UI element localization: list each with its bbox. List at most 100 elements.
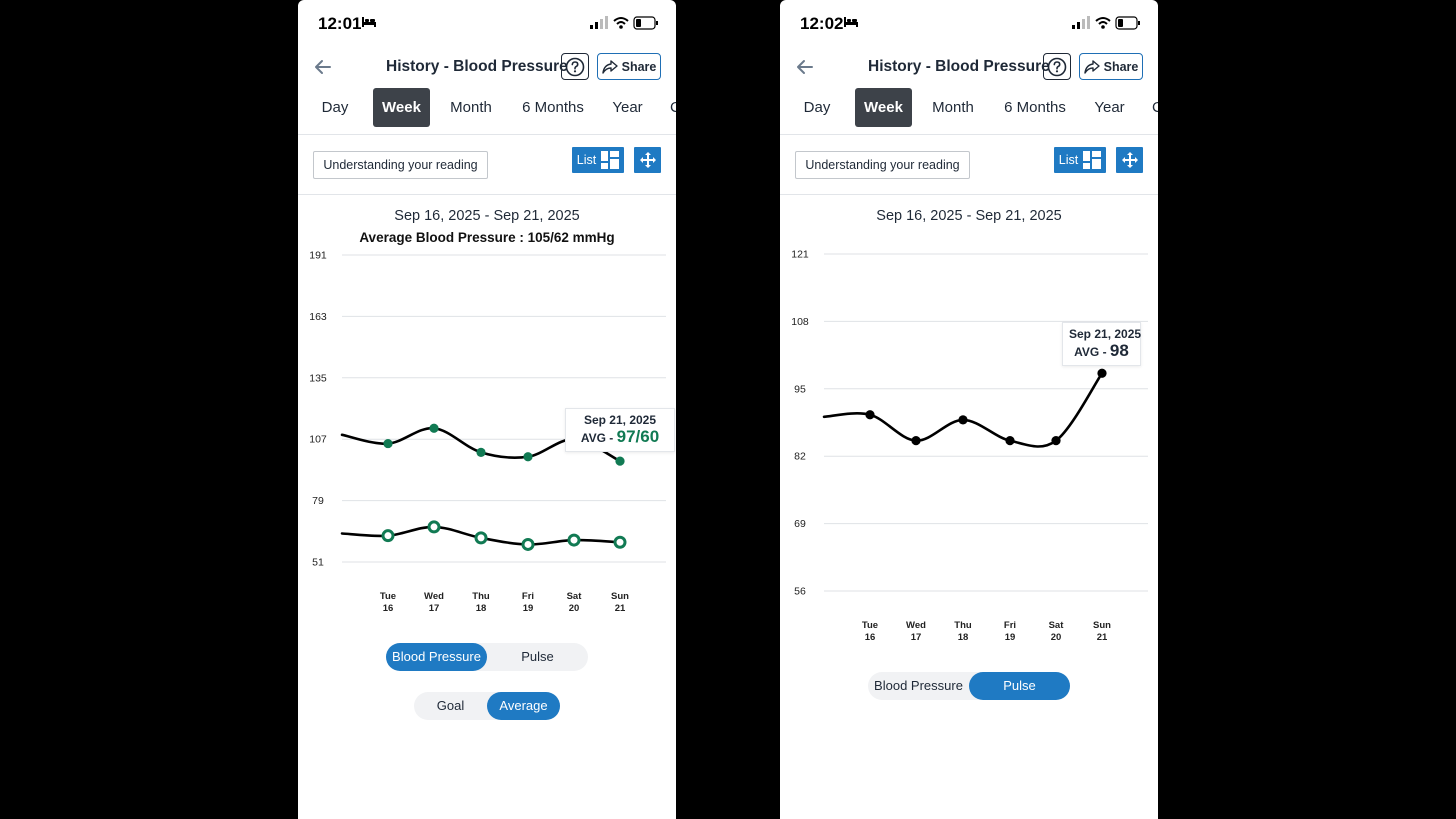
goal-toggle[interactable]: Goal: [436, 698, 465, 713]
expand-button[interactable]: [1116, 147, 1143, 173]
y-tick-label: 79: [312, 495, 324, 507]
share-button[interactable]: Share: [1079, 53, 1143, 80]
status-time: 12:01: [318, 14, 362, 33]
pulse-toggle[interactable]: Pulse: [969, 672, 1070, 700]
x-tick-label: 16: [383, 603, 394, 614]
mode-toggle: Goal Average: [414, 692, 560, 720]
tooltip-value: 98: [1109, 341, 1129, 360]
data-point: [523, 452, 533, 462]
blood-pressure-toggle[interactable]: Blood Pressure: [874, 678, 963, 693]
divider: [298, 134, 676, 135]
grid-icon: [1083, 151, 1102, 169]
tab-month[interactable]: Month: [932, 99, 974, 116]
y-tick-label: 107: [309, 434, 327, 446]
x-tick-label: Sun: [1093, 620, 1111, 631]
tab-6-months[interactable]: 6 Months: [1004, 99, 1066, 116]
page-title: History - Blood Pressure: [386, 58, 568, 75]
x-tick-label: 20: [1051, 632, 1062, 643]
chart-tooltip: Sep 21, 2025 AVG - 97/60: [565, 408, 675, 452]
tab-day[interactable]: Day: [803, 99, 831, 116]
x-tick-label: Sat: [567, 591, 583, 602]
x-tick-label: 17: [429, 603, 440, 614]
tooltip-date: Sep 21, 2025: [583, 413, 657, 427]
sleep-focus-icon: [362, 17, 376, 27]
phone-screen-pulse: 12:02 History - Blood Pressure Share Day…: [780, 0, 1158, 819]
tab-year[interactable]: Year: [1094, 99, 1125, 116]
help-button[interactable]: [1043, 53, 1071, 80]
pulse-toggle[interactable]: Pulse: [521, 649, 554, 664]
date-range: Sep 16, 2025 - Sep 21, 2025: [394, 208, 580, 224]
back-arrow-icon[interactable]: [794, 56, 816, 78]
sleep-focus-icon: [844, 17, 858, 27]
x-tick-label: Fri: [1004, 620, 1016, 631]
x-tick-label: Sun: [611, 591, 629, 602]
tab-week[interactable]: Week: [855, 88, 912, 127]
header: History - Blood Pressure Share: [298, 50, 676, 84]
metric-toggle: Blood Pressure Pulse: [386, 643, 588, 671]
tab-custom-partial[interactable]: C: [1152, 99, 1158, 116]
page-title: History - Blood Pressure: [868, 58, 1050, 75]
date-range: Sep 16, 2025 - Sep 21, 2025: [876, 208, 1062, 224]
y-tick-label: 108: [791, 316, 809, 328]
help-button[interactable]: [561, 53, 589, 80]
x-tick-label: 19: [1005, 632, 1016, 643]
x-tick-label: Thu: [954, 620, 972, 631]
battery-icon: [1115, 16, 1140, 30]
x-tick-label: Thu: [472, 591, 490, 602]
tooltip-date: Sep 21, 2025: [1069, 327, 1142, 341]
tab-day[interactable]: Day: [321, 99, 349, 116]
blood-pressure-chart: 1911631351077951Tue16Wed17Thu18Fri19Sat2…: [309, 250, 666, 614]
tab-week[interactable]: Week: [373, 88, 430, 127]
status-bar: 12:02: [780, 0, 1158, 46]
status-bar: 12:01: [298, 0, 676, 46]
battery-icon: [633, 16, 658, 30]
average-toggle[interactable]: Average: [487, 692, 560, 720]
move-arrows-icon: [639, 152, 656, 168]
x-tick-label: 16: [865, 632, 876, 643]
data-point: [1097, 368, 1107, 378]
x-tick-label: 20: [569, 603, 580, 614]
phone-screen-blood-pressure: 12:01 History - Blood Pressure Share Day…: [298, 0, 676, 819]
data-point: [615, 456, 625, 466]
x-tick-label: Wed: [424, 591, 444, 602]
x-tick-label: Wed: [906, 620, 926, 631]
data-point: [958, 415, 968, 425]
list-view-button[interactable]: List: [572, 147, 624, 173]
share-icon: [601, 59, 618, 74]
data-point: [474, 531, 488, 545]
status-icons: [1072, 16, 1140, 30]
metric-toggle: Blood Pressure Pulse: [868, 672, 1070, 700]
data-point: [613, 535, 627, 549]
divider: [298, 194, 676, 195]
list-view-button[interactable]: List: [1054, 147, 1106, 173]
wifi-icon: [613, 17, 629, 29]
understanding-reading-button[interactable]: Understanding your reading: [313, 151, 488, 179]
list-label: List: [1058, 153, 1079, 167]
understanding-reading-button[interactable]: Understanding your reading: [795, 151, 970, 179]
cellular-signal-icon: [1072, 16, 1090, 29]
x-tick-label: Tue: [862, 620, 878, 631]
x-tick-label: 18: [476, 603, 487, 614]
list-label: List: [576, 153, 597, 167]
series-line: [822, 371, 1104, 448]
y-tick-label: 121: [791, 249, 809, 261]
blood-pressure-toggle[interactable]: Blood Pressure: [386, 643, 487, 671]
share-icon: [1083, 59, 1100, 74]
back-arrow-icon[interactable]: [312, 56, 334, 78]
data-point: [1051, 436, 1061, 446]
data-point: [427, 520, 441, 534]
tab-month[interactable]: Month: [450, 99, 492, 116]
data-point: [521, 537, 535, 551]
average-blood-pressure: Average Blood Pressure : 105/62 mmHg: [359, 230, 615, 245]
wifi-icon: [1095, 17, 1111, 29]
share-label: Share: [1103, 59, 1139, 74]
expand-button[interactable]: [634, 147, 661, 173]
x-tick-label: 17: [911, 632, 922, 643]
tab-custom-partial[interactable]: C: [670, 99, 676, 116]
tab-6-months[interactable]: 6 Months: [522, 99, 584, 116]
tab-year[interactable]: Year: [612, 99, 643, 116]
chart-tooltip: Sep 21, 2025 AVG - 98: [1062, 322, 1141, 366]
y-tick-label: 51: [312, 557, 324, 569]
data-point: [567, 533, 581, 547]
share-button[interactable]: Share: [597, 53, 661, 80]
